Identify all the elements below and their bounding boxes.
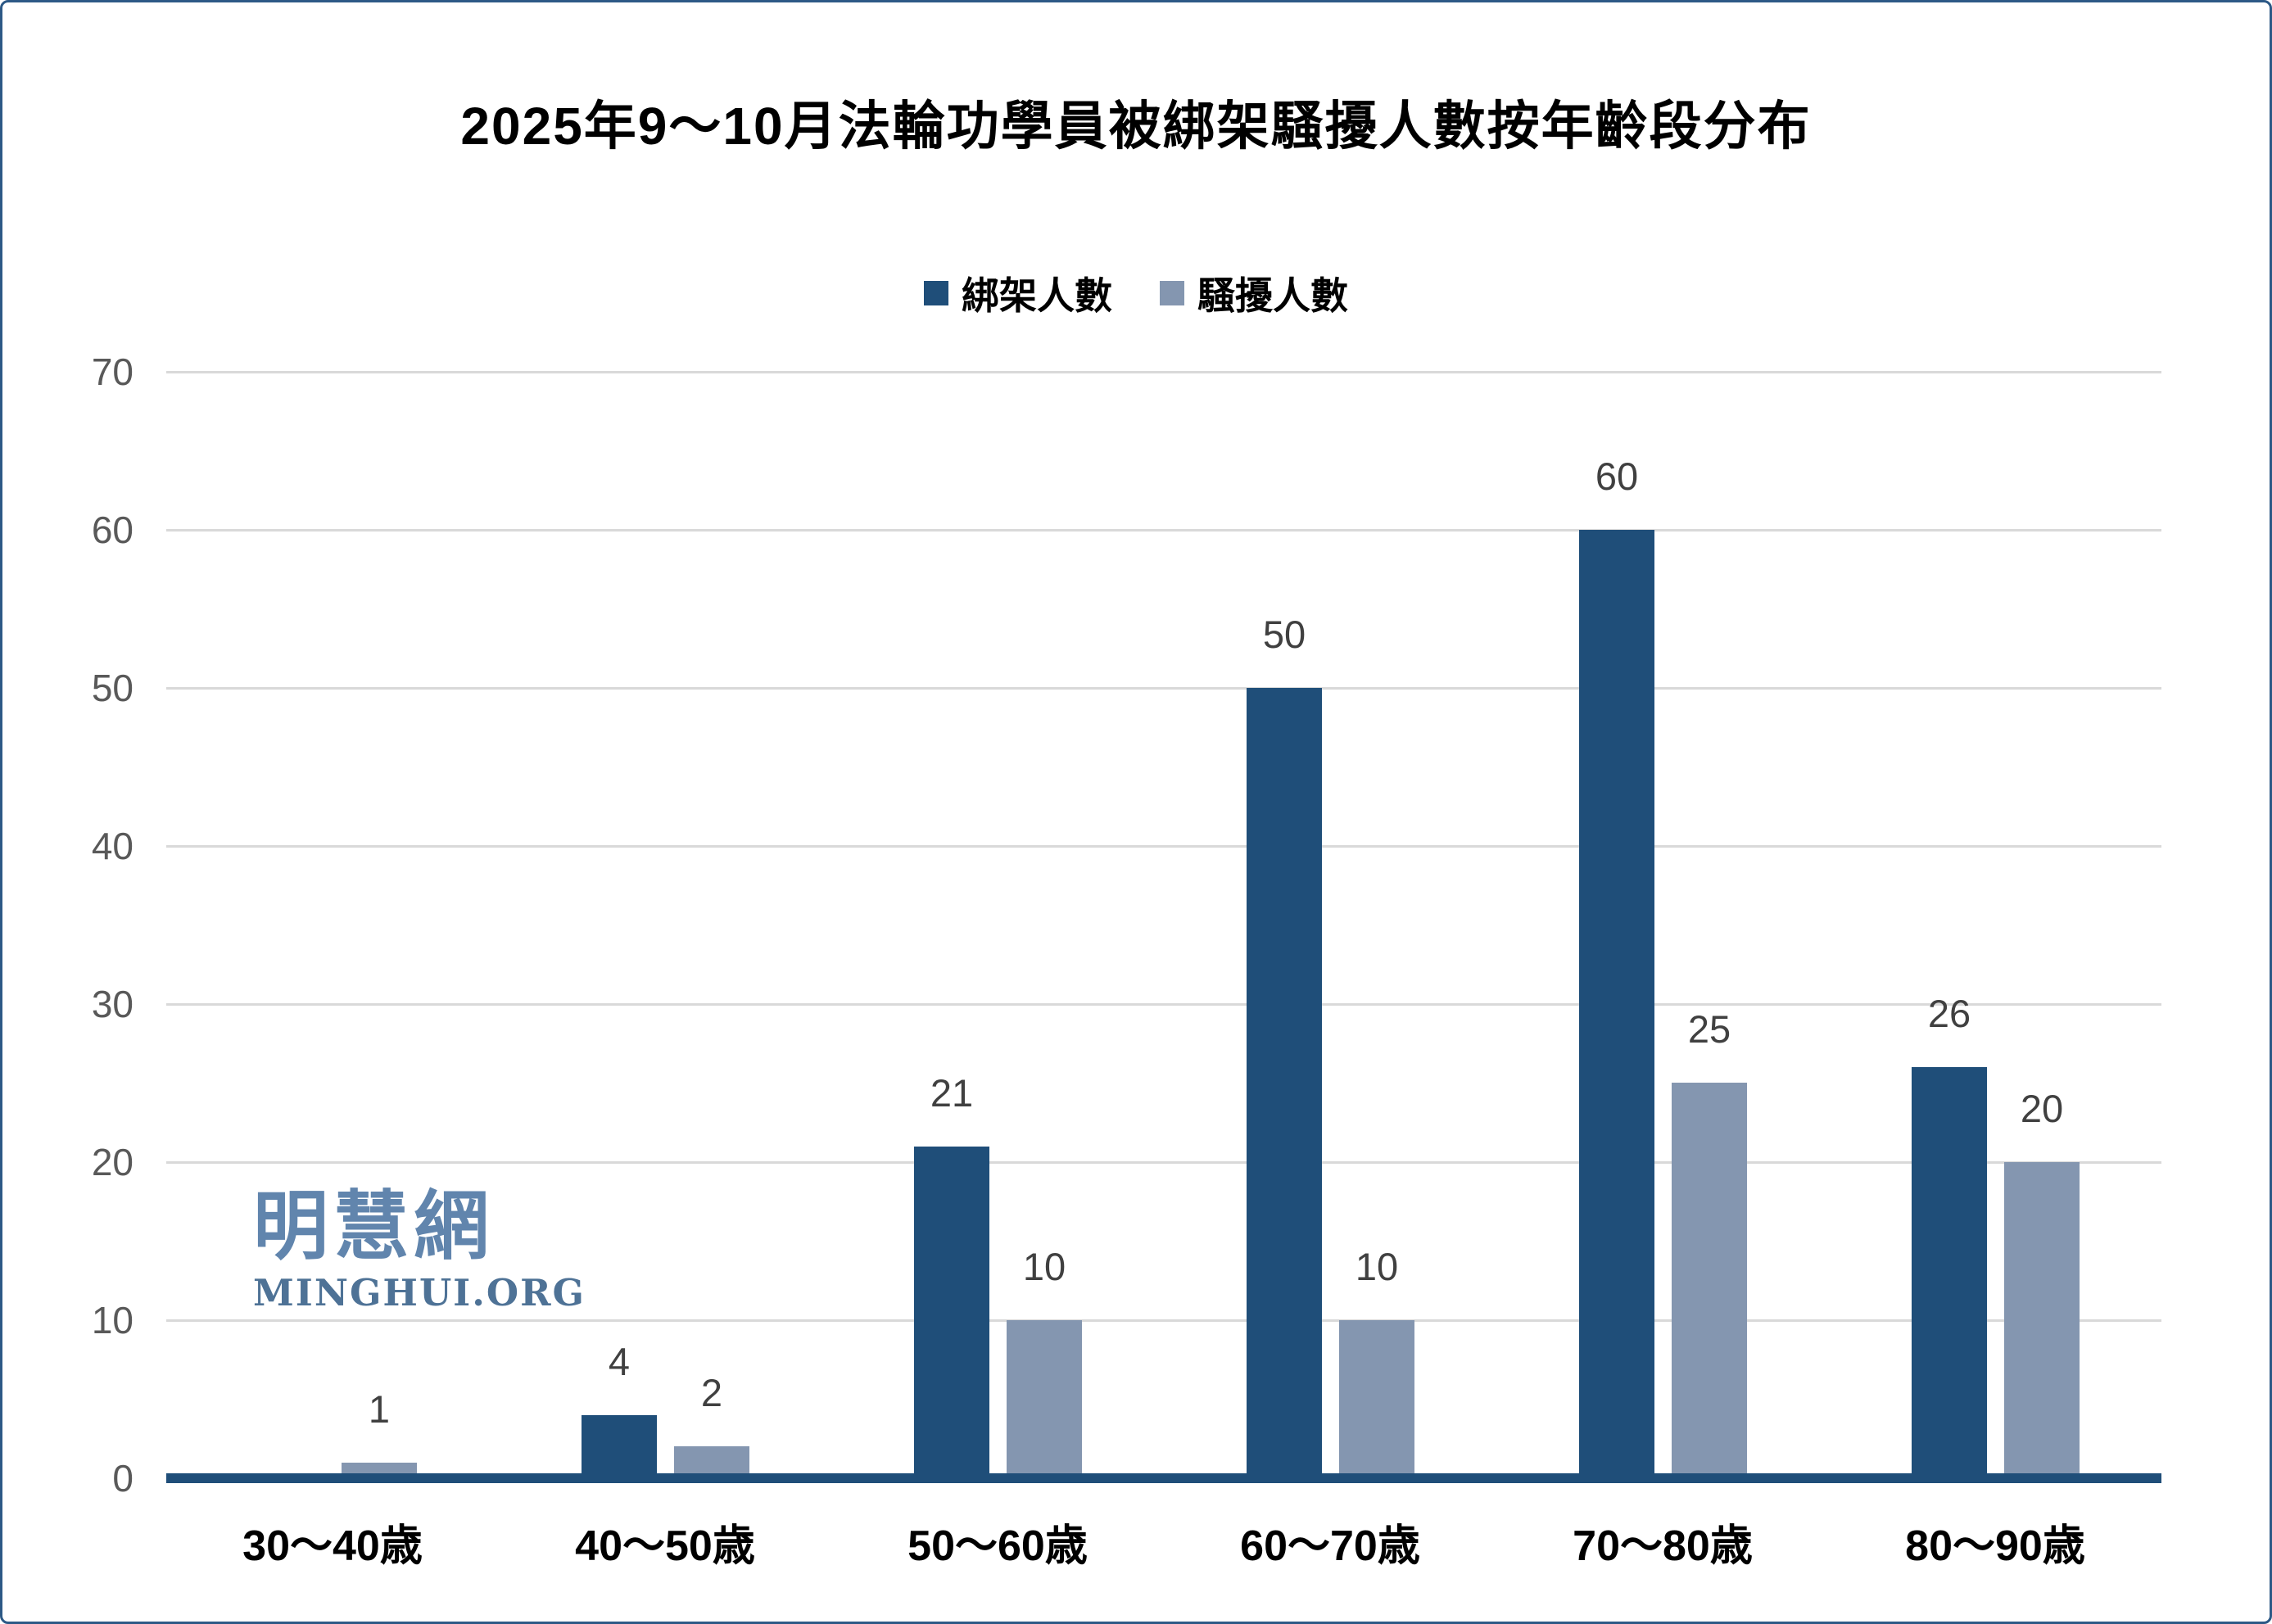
y-axis-tick-label: 30 <box>91 983 134 1025</box>
bar-value-label: 26 <box>1927 992 1971 1035</box>
bar-value-label: 60 <box>1595 455 1639 498</box>
x-axis-category-label: 50～60歳 <box>907 1522 1088 1570</box>
x-axis-category-label: 30～40歳 <box>242 1522 423 1570</box>
watermark-cjk-text: 明慧網 <box>253 1182 495 1270</box>
x-axis-category-label: 40～50歳 <box>575 1522 755 1570</box>
bar-綁架人數-80～90歳 <box>1912 1067 1987 1478</box>
y-axis-tick-label: 0 <box>112 1457 134 1500</box>
chart-title: 2025年9～10月法輪功學員被綁架騷擾人數按年齡段分布 <box>460 97 1812 156</box>
legend-label: 綁架人數 <box>962 274 1112 317</box>
bar-value-label: 50 <box>1262 613 1306 656</box>
watermark-latin-text: MINGHUI.ORG <box>253 1270 586 1314</box>
bar-綁架人數-50～60歳 <box>914 1147 989 1478</box>
legend-swatch-icon <box>924 281 948 305</box>
bar-value-label: 20 <box>2020 1087 2064 1130</box>
bar-value-label: 25 <box>1687 1007 1731 1051</box>
bar-騷擾人數-60～70歳 <box>1339 1320 1414 1478</box>
y-axis-tick-label: 60 <box>91 509 134 551</box>
y-axis-tick-label: 40 <box>91 825 134 867</box>
gridline-y70 <box>166 371 2161 373</box>
gridline-y30 <box>166 1003 2161 1006</box>
legend-swatch-icon <box>1160 281 1184 305</box>
x-axis-category-label: 70～80歳 <box>1573 1522 1753 1570</box>
y-axis-tick-label: 10 <box>91 1299 134 1341</box>
gridline-y20 <box>166 1161 2161 1164</box>
x-axis-category-label: 80～90歳 <box>1905 1522 2085 1570</box>
minghui-watermark: 明慧網 MINGHUI.ORG <box>253 1187 586 1314</box>
bar-value-label: 1 <box>368 1387 391 1431</box>
bar-騷擾人數-70～80歳 <box>1672 1083 1747 1478</box>
bar-value-label: 10 <box>1022 1245 1066 1288</box>
bar-value-label: 21 <box>930 1071 974 1115</box>
x-axis-line <box>166 1473 2161 1483</box>
legend-item-1: 騷擾人數 <box>1160 266 1348 320</box>
legend-label: 騷擾人數 <box>1197 274 1348 317</box>
chart-legend: 綁架人數 騷擾人數 <box>2 266 2270 320</box>
x-axis-category-label: 60～70歳 <box>1240 1522 1420 1570</box>
gridline-y40 <box>166 845 2161 848</box>
bar-騷擾人數-40～50歳 <box>674 1446 749 1478</box>
gridline-y10 <box>166 1319 2161 1322</box>
gridline-y50 <box>166 687 2161 690</box>
bar-綁架人數-40～50歳 <box>582 1415 657 1478</box>
bar-騷擾人數-50～60歳 <box>1007 1320 1082 1478</box>
bar-value-label: 10 <box>1355 1245 1399 1288</box>
gridline-y60 <box>166 529 2161 532</box>
bar-綁架人數-70～80歳 <box>1579 530 1654 1478</box>
y-axis-tick-label: 70 <box>91 351 134 393</box>
y-axis-tick-label: 20 <box>91 1141 134 1183</box>
bar-value-label: 4 <box>608 1340 631 1383</box>
legend-item-0: 綁架人數 <box>924 266 1112 320</box>
bar-value-label: 2 <box>700 1371 723 1414</box>
bar-綁架人數-60～70歳 <box>1247 688 1322 1478</box>
y-axis-tick-label: 50 <box>91 667 134 709</box>
bar-騷擾人數-80～90歳 <box>2004 1162 2080 1478</box>
